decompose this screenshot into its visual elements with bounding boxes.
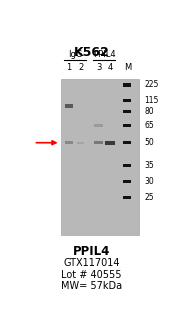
Text: 50: 50 xyxy=(144,138,154,147)
Text: 25: 25 xyxy=(144,193,154,202)
FancyBboxPatch shape xyxy=(123,164,131,167)
Text: Lot # 40555: Lot # 40555 xyxy=(62,270,122,280)
FancyBboxPatch shape xyxy=(123,110,131,113)
Text: K562: K562 xyxy=(74,46,110,59)
Text: 4: 4 xyxy=(108,63,113,72)
Text: 80: 80 xyxy=(144,107,154,116)
Text: IgG: IgG xyxy=(68,50,82,59)
Text: 30: 30 xyxy=(144,176,154,186)
FancyBboxPatch shape xyxy=(123,83,131,87)
Text: 1: 1 xyxy=(66,63,72,72)
Text: 225: 225 xyxy=(144,80,159,89)
FancyBboxPatch shape xyxy=(123,179,131,183)
FancyBboxPatch shape xyxy=(123,124,131,127)
Text: MW= 57kDa: MW= 57kDa xyxy=(61,280,122,291)
FancyBboxPatch shape xyxy=(61,78,139,235)
Text: PPIL4: PPIL4 xyxy=(93,50,116,59)
FancyBboxPatch shape xyxy=(105,141,115,145)
Text: 3: 3 xyxy=(96,63,101,72)
FancyBboxPatch shape xyxy=(123,99,131,102)
FancyBboxPatch shape xyxy=(77,142,84,144)
FancyBboxPatch shape xyxy=(123,196,131,199)
FancyBboxPatch shape xyxy=(65,141,73,144)
Text: 35: 35 xyxy=(144,161,154,170)
Text: M: M xyxy=(124,63,131,72)
Text: GTX117014: GTX117014 xyxy=(64,258,120,268)
FancyBboxPatch shape xyxy=(65,104,73,108)
Text: 65: 65 xyxy=(144,121,154,130)
FancyBboxPatch shape xyxy=(94,141,103,144)
Text: PPIL4: PPIL4 xyxy=(73,245,110,258)
Text: 2: 2 xyxy=(78,63,83,72)
FancyBboxPatch shape xyxy=(94,124,103,127)
Text: 115: 115 xyxy=(144,96,159,105)
FancyBboxPatch shape xyxy=(123,141,131,144)
